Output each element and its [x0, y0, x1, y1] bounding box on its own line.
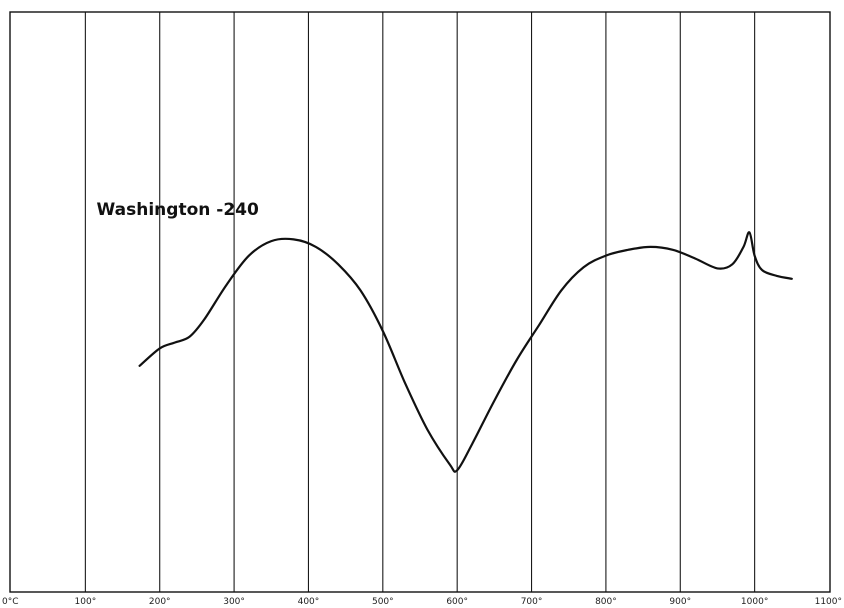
x-tick-label-1000: 1000°	[741, 597, 768, 607]
x-tick-label-800: 800°	[595, 597, 617, 607]
x-tick-label-300: 300°	[223, 597, 245, 607]
x-tick-label-600: 600°	[446, 597, 468, 607]
x-tick-label-100: 100°	[75, 597, 97, 607]
x-tick-label-1100: 1100°	[815, 597, 842, 607]
x-tick-labels: 0°C 100° 200° 300° 400° 500° 600° 700° 800° 900° 1…	[2, 597, 842, 607]
x-tick-label-400: 400°	[298, 597, 320, 607]
x-tick-label-500: 500°	[372, 597, 394, 607]
series-line	[138, 231, 793, 473]
x-tick-label-200: 200°	[149, 597, 171, 607]
plot-frame	[9, 11, 831, 593]
x-tick-label-0: 0°C	[2, 597, 19, 607]
grid-lines	[84, 12, 756, 592]
series-annotation-label: Washington -240	[97, 200, 259, 220]
x-tick-label-700: 700°	[521, 597, 543, 607]
x-tick-label-900: 900°	[669, 597, 691, 607]
